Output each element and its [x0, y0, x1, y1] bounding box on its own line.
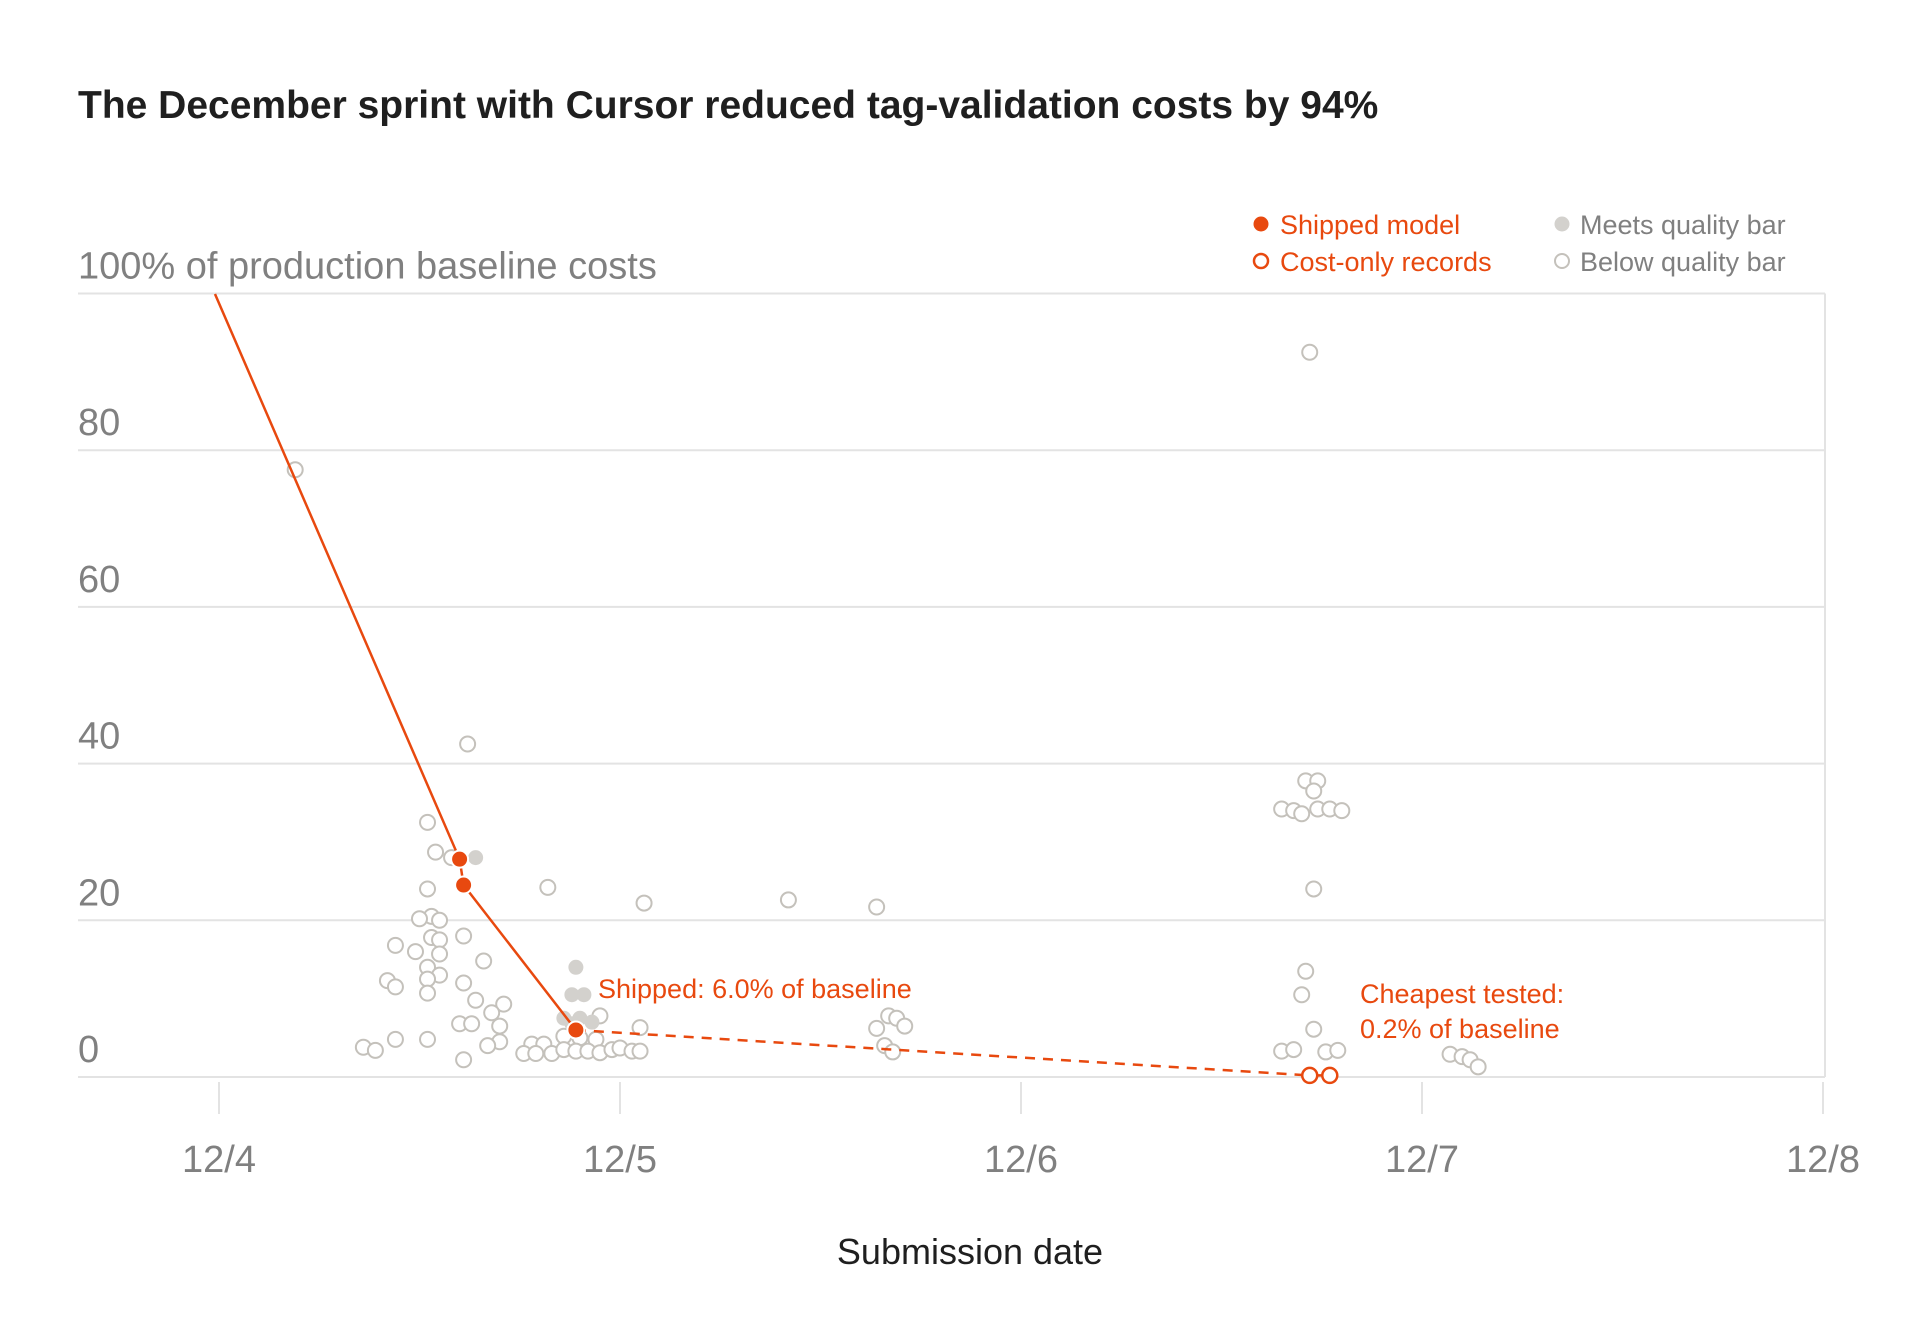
legend-cost-only-marker	[1252, 252, 1270, 270]
below-quality-point	[475, 952, 493, 970]
chart-title: The December sprint with Cursor reduced …	[78, 84, 1379, 127]
below-quality-point	[539, 878, 557, 896]
x-tick-label: 12/4	[182, 1139, 256, 1181]
y-tick-label: 40	[78, 716, 120, 758]
below-quality-point	[427, 843, 445, 861]
grid-lines	[78, 292, 1826, 1114]
shipped-markers	[450, 849, 1339, 1085]
legend-below-marker	[1554, 253, 1570, 269]
below-quality-point	[431, 931, 449, 949]
below-quality-point	[1305, 880, 1323, 898]
legend-meets-marker	[1554, 216, 1570, 232]
below-quality-point	[884, 1043, 902, 1061]
below-quality-point	[1469, 1058, 1487, 1076]
shipped-model-point	[566, 1020, 586, 1040]
below-quality-point	[411, 910, 428, 928]
meets-quality-point	[468, 850, 484, 866]
y-tick-label: 0	[78, 1029, 99, 1071]
below-quality-point	[1293, 805, 1311, 823]
y-axis-ticks: 0 20 40 60 80 100% of production baseline cos…	[78, 246, 657, 1072]
shipped-model-point	[450, 849, 470, 869]
below-quality-point	[419, 880, 437, 898]
below-quality-points	[286, 343, 1487, 1076]
meets-quality-points	[468, 850, 600, 1032]
below-quality-point	[431, 911, 449, 929]
below-quality-point	[1293, 986, 1311, 1004]
y-tick-label: 60	[78, 559, 120, 601]
below-quality-point	[386, 1030, 404, 1048]
below-quality-point	[635, 894, 653, 912]
meets-quality-point	[576, 987, 592, 1003]
below-quality-point	[455, 1051, 473, 1069]
shipped-model-point	[454, 875, 474, 895]
y-tick-label: 20	[78, 872, 120, 914]
below-quality-point	[483, 1004, 501, 1022]
below-quality-point	[467, 991, 485, 1009]
meets-quality-point	[584, 1014, 600, 1030]
meets-quality-point	[568, 959, 584, 975]
legend-meets-label: Meets quality bar	[1580, 210, 1786, 240]
below-quality-point	[896, 1017, 914, 1035]
below-quality-point	[419, 1030, 437, 1048]
meets-quality-point	[564, 987, 580, 1003]
legend-cost-only-label: Cost-only records	[1280, 247, 1492, 277]
below-quality-point	[431, 945, 449, 963]
y-tick-label: 80	[78, 402, 120, 444]
legend-shipped-marker	[1253, 216, 1269, 232]
cost-only-dashed-line	[575, 1028, 1330, 1077]
below-quality-point	[1333, 802, 1351, 820]
cheapest-annotation-line1: Cheapest tested:	[1360, 979, 1564, 1009]
below-quality-point	[631, 1019, 649, 1037]
y-tick-label: 100% of production baseline costs	[78, 246, 657, 288]
below-quality-point	[419, 813, 437, 831]
shipped-model-line	[213, 293, 577, 1031]
legend: Shipped model Cost-only records Meets qu…	[1252, 210, 1786, 277]
below-quality-point	[491, 1017, 509, 1035]
below-quality-point	[868, 1019, 886, 1037]
shipped-line-layer	[213, 293, 1330, 1077]
below-quality-point	[1305, 1020, 1323, 1038]
legend-shipped-label: Shipped model	[1280, 210, 1460, 240]
legend-below-label: Below quality bar	[1580, 247, 1786, 277]
x-tick-label: 12/8	[1786, 1139, 1860, 1181]
below-quality-point	[868, 898, 886, 916]
below-quality-point	[406, 943, 424, 961]
x-axis-label: Submission date	[837, 1231, 1103, 1272]
below-quality-point	[386, 978, 404, 996]
below-quality-point	[479, 1037, 497, 1055]
below-quality-point	[1305, 782, 1323, 800]
below-quality-point	[419, 984, 437, 1002]
below-quality-point	[455, 974, 473, 992]
below-quality-point	[463, 1015, 481, 1033]
shipped-annotation: Shipped: 6.0% of baseline	[598, 974, 912, 1004]
below-quality-point	[366, 1041, 384, 1059]
below-quality-point	[1285, 1041, 1303, 1059]
below-quality-point	[1329, 1041, 1347, 1059]
cost-only-point	[1300, 1066, 1319, 1085]
x-tick-label: 12/7	[1385, 1139, 1459, 1181]
below-quality-point	[419, 970, 437, 988]
below-quality-point	[1297, 962, 1315, 980]
below-quality-point	[455, 927, 473, 945]
below-quality-point	[386, 936, 404, 954]
x-axis-ticks: 12/4 12/5 12/6 12/7 12/8	[182, 1139, 1860, 1181]
x-tick-label: 12/6	[984, 1139, 1058, 1181]
below-quality-point	[527, 1044, 545, 1062]
x-tick-label: 12/5	[583, 1139, 657, 1181]
cost-only-point	[1321, 1066, 1339, 1085]
below-quality-point	[631, 1042, 649, 1060]
below-quality-point	[1301, 343, 1319, 361]
below-quality-point	[459, 735, 477, 753]
cheapest-annotation-line2: 0.2% of baseline	[1360, 1014, 1560, 1044]
below-quality-point	[779, 891, 797, 909]
below-quality-point	[495, 995, 513, 1013]
